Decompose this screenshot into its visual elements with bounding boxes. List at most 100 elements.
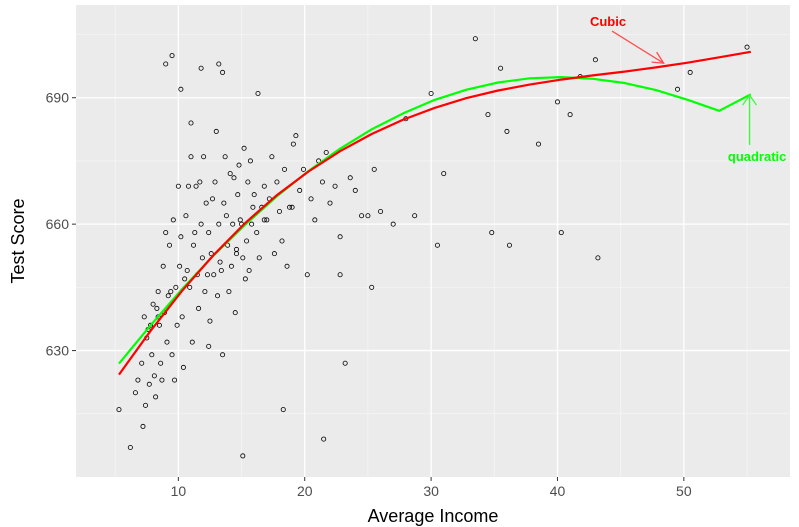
data-point bbox=[178, 86, 184, 92]
data-point bbox=[158, 360, 164, 366]
data-point bbox=[173, 284, 179, 290]
minor-gridlines bbox=[76, 5, 790, 477]
data-point bbox=[279, 238, 285, 244]
data-point bbox=[319, 179, 325, 185]
data-point bbox=[558, 230, 564, 236]
data-point bbox=[249, 221, 255, 227]
data-point bbox=[337, 234, 343, 240]
data-point bbox=[143, 402, 149, 408]
data-point bbox=[261, 217, 267, 223]
data-point bbox=[236, 162, 242, 168]
data-point bbox=[201, 154, 207, 160]
data-point bbox=[187, 284, 193, 290]
data-point bbox=[218, 267, 224, 273]
data-point bbox=[246, 267, 252, 273]
data-point bbox=[232, 310, 238, 316]
data-point bbox=[188, 120, 194, 126]
data-point bbox=[304, 272, 310, 278]
data-point bbox=[206, 343, 212, 349]
data-point bbox=[297, 187, 303, 193]
data-point bbox=[163, 230, 169, 236]
data-point bbox=[371, 166, 377, 172]
data-point bbox=[274, 179, 280, 185]
data-point bbox=[140, 423, 146, 429]
cubic-label: Cubic bbox=[590, 14, 626, 29]
data-point bbox=[264, 217, 270, 223]
y-tick-label: 630 bbox=[46, 343, 70, 359]
data-point bbox=[189, 339, 195, 345]
data-point bbox=[675, 86, 681, 92]
data-point bbox=[185, 183, 191, 189]
scatter-points bbox=[116, 36, 750, 459]
data-point bbox=[352, 187, 358, 193]
data-point bbox=[230, 221, 236, 227]
data-point bbox=[744, 44, 750, 50]
data-point bbox=[284, 263, 290, 269]
data-point bbox=[441, 171, 447, 177]
data-point bbox=[280, 407, 286, 413]
data-point bbox=[428, 91, 434, 97]
data-point bbox=[489, 230, 495, 236]
data-point bbox=[227, 171, 233, 177]
data-point bbox=[250, 204, 256, 210]
data-point bbox=[153, 394, 159, 400]
data-point bbox=[154, 305, 160, 311]
data-point bbox=[197, 179, 203, 185]
data-point bbox=[312, 217, 318, 223]
data-point bbox=[595, 255, 601, 261]
data-point bbox=[212, 179, 218, 185]
data-point bbox=[139, 360, 145, 366]
data-point bbox=[209, 196, 215, 202]
data-point bbox=[323, 149, 329, 155]
data-point bbox=[235, 192, 241, 198]
data-point bbox=[247, 158, 253, 164]
data-point bbox=[169, 53, 175, 59]
data-point bbox=[251, 192, 257, 198]
data-point bbox=[167, 242, 173, 248]
data-point bbox=[169, 352, 175, 358]
data-point bbox=[485, 112, 491, 118]
data-point bbox=[241, 145, 247, 151]
data-point bbox=[321, 436, 327, 442]
data-point bbox=[347, 175, 353, 181]
data-point bbox=[567, 112, 573, 118]
data-point bbox=[231, 175, 237, 181]
data-point bbox=[233, 251, 239, 257]
data-point bbox=[191, 242, 197, 248]
data-point bbox=[156, 322, 162, 328]
cubic-arrow bbox=[611, 30, 664, 64]
data-point bbox=[164, 339, 170, 345]
data-point bbox=[287, 204, 293, 210]
data-point bbox=[359, 213, 365, 219]
data-point bbox=[223, 213, 229, 219]
data-point bbox=[308, 196, 314, 202]
data-point bbox=[183, 213, 189, 219]
data-point bbox=[170, 217, 176, 223]
data-point bbox=[192, 230, 198, 236]
data-point bbox=[216, 61, 222, 67]
data-point bbox=[276, 208, 282, 214]
data-point bbox=[175, 183, 181, 189]
quadratic-arrowhead bbox=[742, 94, 758, 106]
y-tick-label: 690 bbox=[46, 90, 70, 106]
data-point bbox=[208, 251, 214, 257]
data-point bbox=[174, 322, 180, 328]
data-point bbox=[240, 453, 246, 459]
data-point bbox=[221, 200, 227, 206]
data-point bbox=[592, 57, 598, 63]
data-point bbox=[188, 154, 194, 160]
fit-lines bbox=[118, 50, 752, 376]
data-point bbox=[202, 289, 208, 295]
data-point bbox=[135, 377, 141, 383]
data-point bbox=[127, 444, 133, 450]
data-point bbox=[332, 183, 338, 189]
data-point bbox=[412, 213, 418, 219]
data-point bbox=[196, 305, 202, 311]
data-point bbox=[240, 255, 246, 261]
x-axis-title: Average Income bbox=[368, 506, 499, 526]
data-point bbox=[271, 251, 277, 257]
data-point bbox=[178, 234, 184, 240]
data-point bbox=[269, 154, 275, 160]
y-tick-label: 660 bbox=[46, 216, 70, 232]
